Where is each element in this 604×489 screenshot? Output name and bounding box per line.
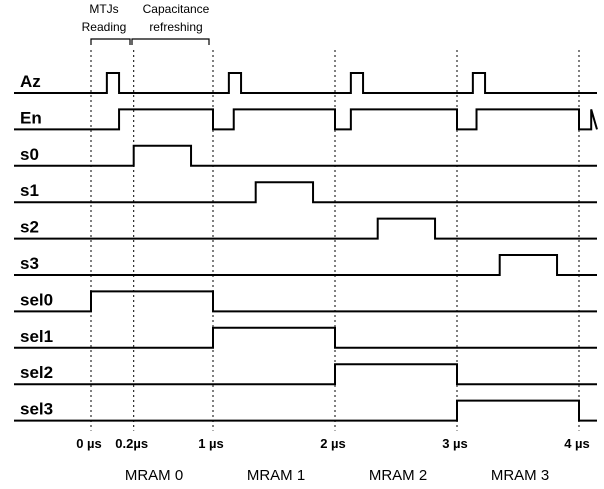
mram-phase-labels: MRAM 0 MRAM 1 MRAM 2 MRAM 3 [125,467,549,484]
waveform-sel2 [14,363,597,386]
waveform-s3 [14,254,597,276]
waveform-Az [14,72,597,94]
signal-label-sel3: sel3 [20,400,53,419]
signal-label-s1: s1 [20,181,39,200]
waveform-En [14,108,598,131]
reading-label-line2: Reading [82,20,127,34]
waveform-sel1 [14,326,597,349]
phase-label: MRAM 0 [125,467,183,484]
time-tick-label: 1 µs [198,436,224,451]
time-tick-label: 2 µs [320,436,346,451]
signal-label-s0: s0 [20,145,39,164]
signal-label-sel0: sel0 [20,290,53,309]
waveform-sel0 [14,290,597,313]
signal-label-sel1: sel1 [20,327,53,346]
signal-label-s3: s3 [20,254,39,273]
reading-bracket [90,38,131,45]
time-tick-label: 3 µs [442,436,468,451]
time-tick-label: 0 µs [76,436,102,451]
phase-label: MRAM 2 [369,467,427,484]
time-axis-ticks: 0 µs 0.2µs 1 µs 2 µs 3 µs 4 µs [76,436,590,451]
signal-label-s2: s2 [20,218,39,237]
refresh-bracket [131,38,210,45]
phase-label: MRAM 1 [247,467,305,484]
signal-label-sel2: sel2 [20,363,53,382]
time-marker-lines [90,50,580,431]
waveform-s2 [14,217,597,240]
signal-labels: Az En s0 s1 s2 s3 sel0 sel1 sel2 sel3 [20,72,53,419]
waveform-s1 [14,181,597,204]
waveform-s0 [14,144,597,167]
refresh-label-line2: refreshing [149,20,202,34]
time-tick-label: 4 µs [564,436,590,451]
waveform-sel3 [14,399,597,422]
signal-label-Az: Az [20,72,41,91]
time-tick-label: 0.2µs [115,436,148,451]
signal-waveforms [14,72,598,422]
refresh-label-line1: Capacitance [143,2,210,16]
phase-label: MRAM 3 [491,467,549,484]
reading-label-line1: MTJs [89,2,118,16]
signal-label-En: En [20,108,42,127]
